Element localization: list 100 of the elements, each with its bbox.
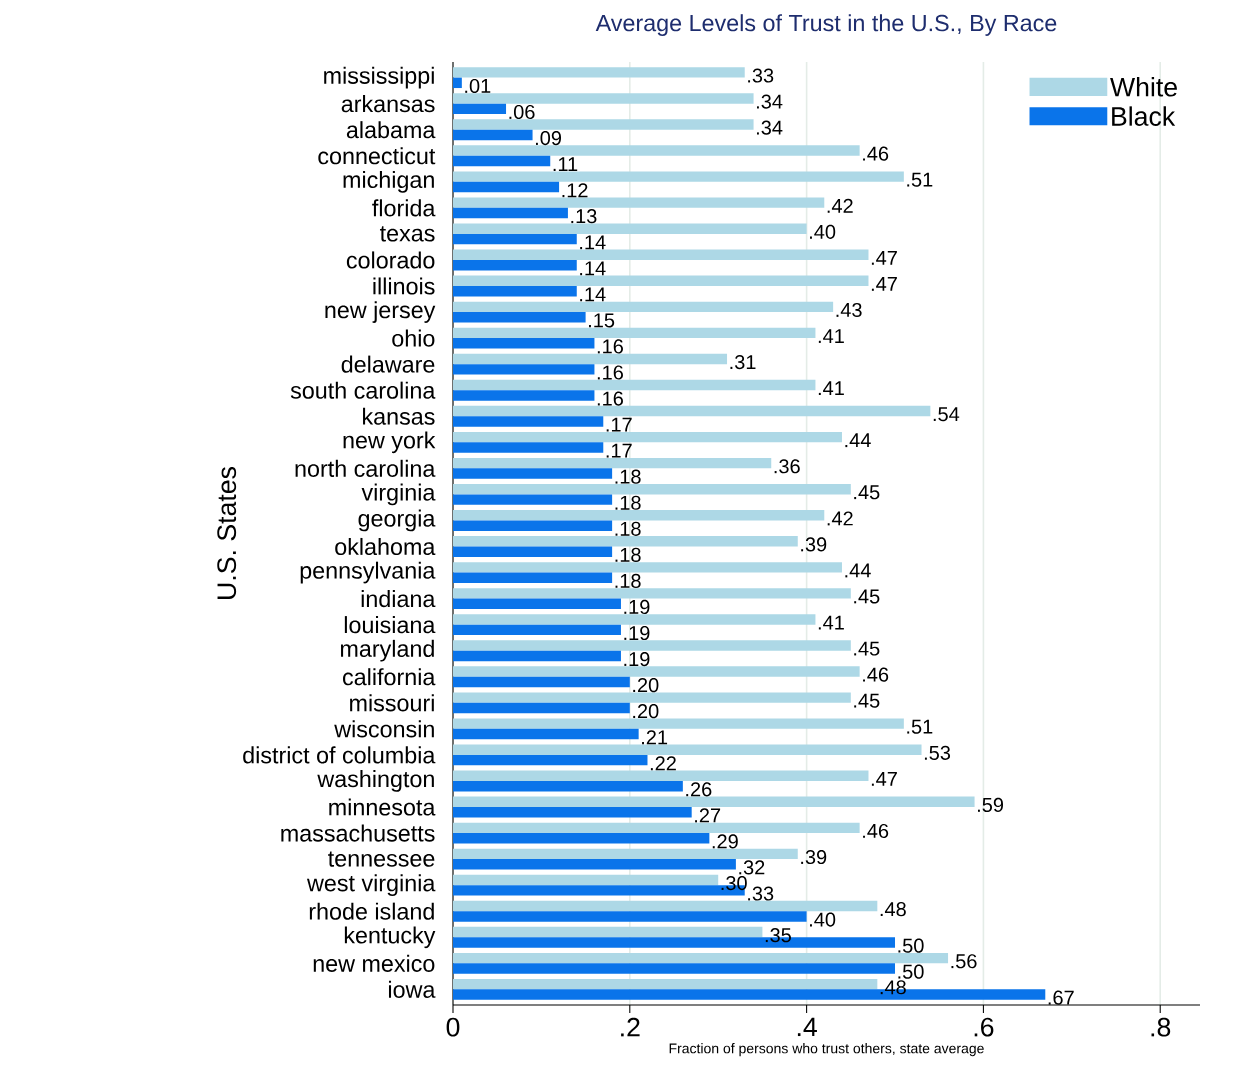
y-tick-label: connecticut <box>318 147 436 165</box>
bar <box>453 197 825 208</box>
data-label: .47 <box>871 772 897 786</box>
bar <box>453 67 745 78</box>
data-label: .45 <box>854 641 880 656</box>
data-label: .18 <box>615 469 641 484</box>
bar <box>453 312 586 323</box>
data-label: .06 <box>509 104 535 120</box>
bar <box>453 728 639 740</box>
bar <box>453 93 754 104</box>
bar <box>453 807 692 818</box>
y-tick-label: delaware <box>341 355 435 373</box>
bar <box>453 119 754 130</box>
x-tick-label: .4 <box>797 1017 817 1037</box>
bar <box>453 692 851 703</box>
bar <box>453 457 772 469</box>
y-tick-label: arkansas <box>341 95 435 113</box>
y-tick-label: mississippi <box>324 66 434 89</box>
bar <box>453 223 807 234</box>
y-tick-label: south carolina <box>290 381 436 399</box>
data-label: .39 <box>801 849 827 865</box>
x-tick-label: .2 <box>621 1017 640 1037</box>
bar <box>453 926 763 938</box>
y-tick-label: indiana <box>361 590 436 608</box>
data-label: .18 <box>615 495 641 510</box>
data-label: .56 <box>951 954 977 969</box>
data-label: .51 <box>907 719 933 734</box>
y-tick-label: virginia <box>361 483 436 506</box>
data-label: .47 <box>871 277 897 291</box>
data-label: .34 <box>756 120 783 135</box>
bar <box>453 301 834 313</box>
y-tick-label: maryland <box>340 639 434 662</box>
bar <box>453 233 577 245</box>
bar <box>453 978 878 990</box>
data-label: .27 <box>695 808 721 823</box>
data-label: .50 <box>898 938 924 953</box>
bar <box>453 390 595 401</box>
data-label: .47 <box>871 251 897 265</box>
bar <box>453 650 621 662</box>
y-tick-label: alabama <box>346 121 436 139</box>
data-label: .45 <box>854 693 880 708</box>
bar <box>453 77 462 89</box>
data-label: .31 <box>730 355 756 370</box>
data-label: .59 <box>977 797 1004 813</box>
data-label: .16 <box>597 339 623 354</box>
legend-label: White <box>1110 77 1177 97</box>
bar <box>453 874 719 886</box>
data-label: .39 <box>801 537 827 552</box>
bar <box>453 963 896 974</box>
bar <box>453 624 621 636</box>
bar <box>453 145 860 156</box>
data-label: .21 <box>642 730 668 745</box>
bar <box>453 614 816 625</box>
bar <box>453 249 869 260</box>
y-tick-label: west virginia <box>306 874 436 897</box>
bar <box>453 494 613 505</box>
data-label: .12 <box>562 183 588 198</box>
bar <box>453 259 577 271</box>
data-label: .48 <box>880 902 906 917</box>
bar <box>453 676 630 688</box>
data-label: .18 <box>615 521 641 536</box>
data-label: .42 <box>827 198 853 213</box>
bar <box>453 702 630 714</box>
y-tick-label: louisiana <box>344 616 436 634</box>
data-label: .16 <box>597 391 623 406</box>
bar <box>453 562 842 573</box>
data-label: .46 <box>863 667 889 682</box>
bar <box>453 171 904 182</box>
data-label: .41 <box>818 381 844 396</box>
data-label: .17 <box>606 417 632 432</box>
data-label: .44 <box>845 433 871 448</box>
data-label: .19 <box>624 651 650 667</box>
bar <box>453 484 851 495</box>
y-tick-label: new jersey <box>325 301 436 323</box>
data-label: .14 <box>580 235 606 250</box>
data-label: .18 <box>615 547 641 562</box>
bar <box>453 416 604 427</box>
bar <box>453 181 560 193</box>
y-tick-label: colorado <box>346 251 435 269</box>
data-label: .19 <box>624 599 650 615</box>
bar <box>453 405 931 417</box>
legend-label: Black <box>1112 106 1176 126</box>
y-tick-label: massachusetts <box>281 824 435 842</box>
data-label: .41 <box>818 329 844 343</box>
data-label: .46 <box>863 823 889 839</box>
bar <box>453 796 975 808</box>
y-tick-label: minnesota <box>329 798 436 816</box>
data-label: .34 <box>756 94 783 109</box>
y-tick-label: michigan <box>343 170 434 193</box>
bar <box>453 598 621 610</box>
y-tick-label: kansas <box>363 407 435 425</box>
y-tick-label: georgia <box>358 509 436 532</box>
bar <box>453 754 648 766</box>
data-label: .54 <box>933 407 960 422</box>
data-label: .40 <box>810 224 836 239</box>
y-tick-label: kentucky <box>344 926 436 949</box>
y-tick-label: washington <box>317 770 434 792</box>
bar <box>453 718 904 729</box>
data-label: .36 <box>774 459 800 474</box>
bar <box>453 468 613 479</box>
